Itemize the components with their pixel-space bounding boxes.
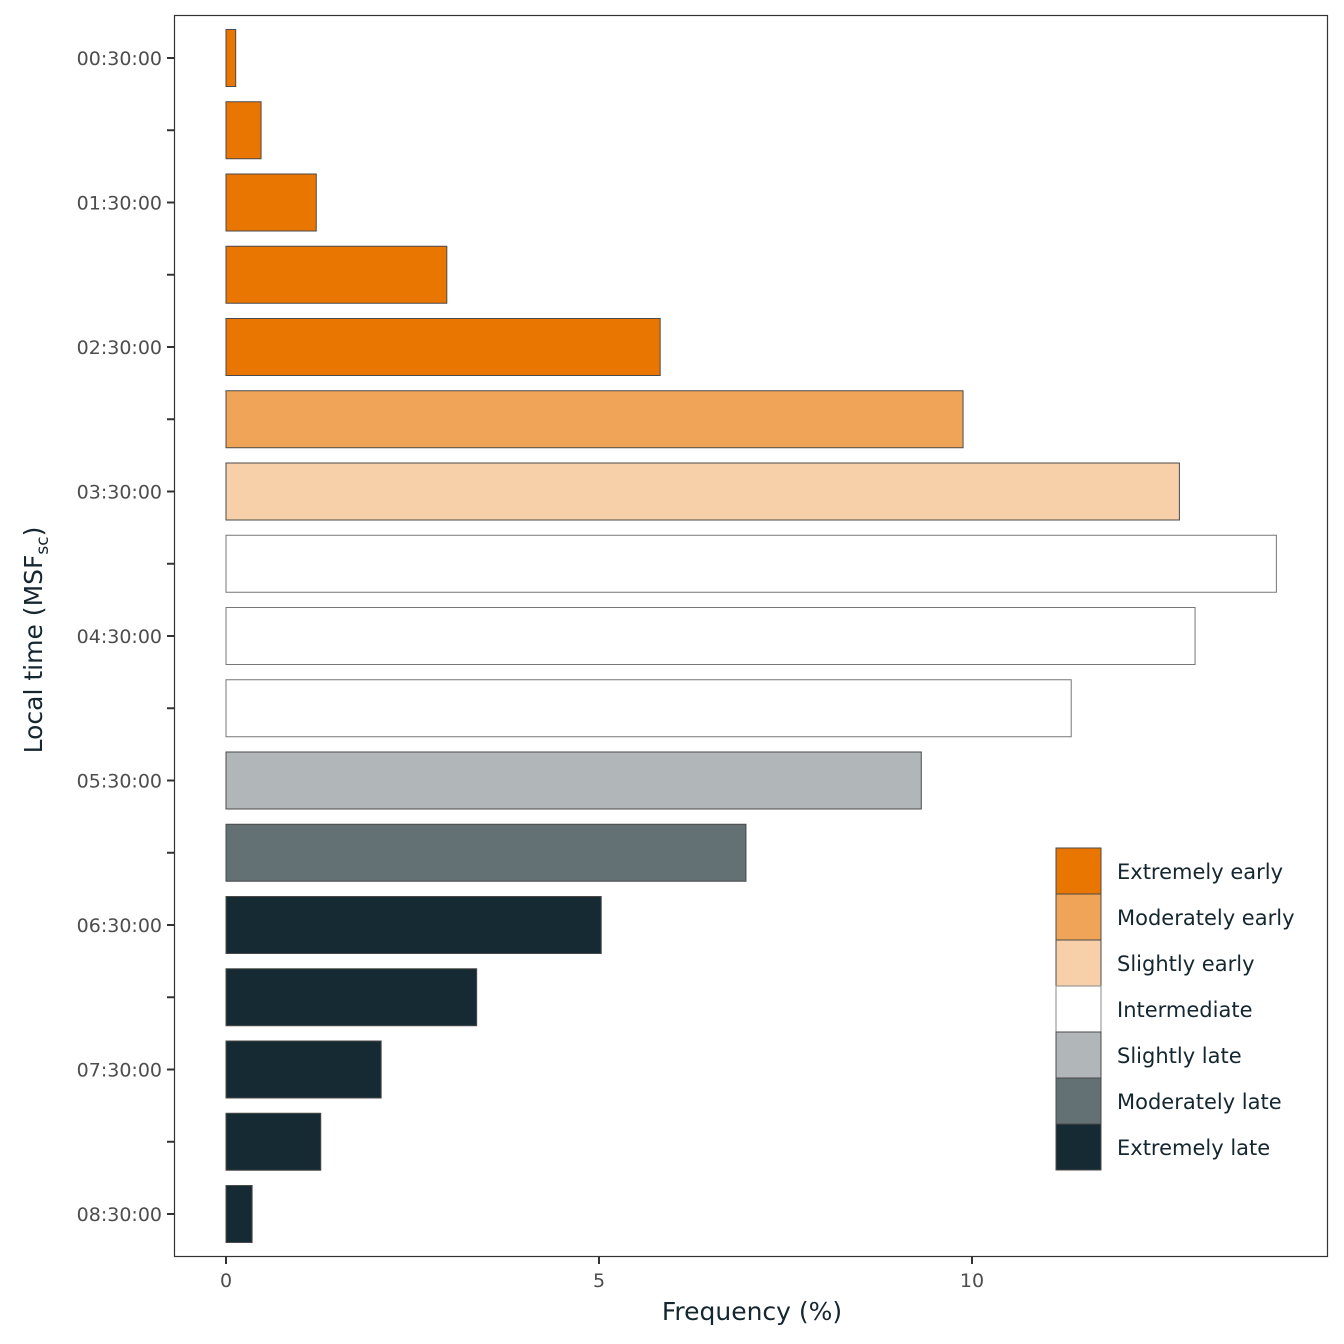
legend-label: Moderately early (1117, 906, 1295, 930)
x-axis: 0 5 10 (220, 1257, 984, 1292)
bar-010000 (225, 101, 262, 160)
bar-073000 (225, 1040, 382, 1099)
y-tick-label: 05:30:00 (77, 771, 162, 793)
y-axis-title-main: Local time (MSF (19, 555, 48, 754)
bar-003000 (225, 29, 237, 87)
y-tick-label: 06:30:00 (77, 915, 162, 937)
y-tick-label: 02:30:00 (77, 337, 162, 359)
y-axis-title-close: ) (19, 527, 48, 537)
bar-020000 (225, 245, 448, 304)
bar-040000 (225, 534, 1277, 593)
y-tick-label: 08:30:00 (77, 1204, 162, 1226)
bar-043000 (225, 607, 1196, 665)
bar-013000 (225, 173, 317, 232)
bar-050000 (225, 679, 1072, 738)
bar-053000 (225, 751, 922, 810)
y-tick-label: 04:30:00 (77, 626, 162, 648)
x-tick-label: 5 (593, 1270, 605, 1292)
x-tick-label: 0 (220, 1270, 232, 1292)
y-axis-title: Local time (MSFsc) (19, 527, 53, 754)
y-tick-label: 07:30:00 (77, 1060, 162, 1082)
legend-swatch (1055, 939, 1102, 987)
bar-033000 (225, 462, 1180, 521)
x-axis-title: Frequency (%) (662, 1297, 842, 1326)
legend-swatch (1055, 985, 1102, 1033)
bar-080000 (225, 1112, 322, 1171)
legend-swatch (1055, 1077, 1102, 1125)
y-axis-title-subscript: sc (33, 536, 53, 554)
legend: Extremely early Moderately early Slightly … (1055, 847, 1295, 1171)
bar-023000 (225, 318, 661, 376)
y-tick-label: 00:30:00 (77, 48, 162, 70)
legend-label: Moderately late (1117, 1090, 1282, 1114)
bar-030000 (225, 390, 964, 449)
legend-label: Slightly early (1117, 952, 1255, 976)
legend-label: Intermediate (1117, 998, 1253, 1022)
y-tick-label: 01:30:00 (77, 193, 162, 215)
y-axis: 00:30:00 01:30:00 02:30:00 03:30:00 04:30:00… (77, 48, 174, 1226)
bar-063000 (225, 896, 602, 954)
legend-label: Extremely late (1117, 1136, 1270, 1160)
bar-083000 (225, 1185, 253, 1243)
y-tick-label: 03:30:00 (77, 482, 162, 504)
legend-swatch (1055, 893, 1102, 941)
x-tick-label: 10 (960, 1270, 984, 1292)
legend-label: Extremely early (1117, 860, 1283, 884)
legend-label: Slightly late (1117, 1044, 1242, 1068)
legend-swatch (1055, 847, 1102, 895)
bar-060000 (225, 823, 747, 882)
bar-070000 (225, 968, 478, 1027)
legend-swatch (1055, 1123, 1102, 1171)
bars (225, 29, 1277, 1243)
legend-swatch (1055, 1031, 1102, 1079)
